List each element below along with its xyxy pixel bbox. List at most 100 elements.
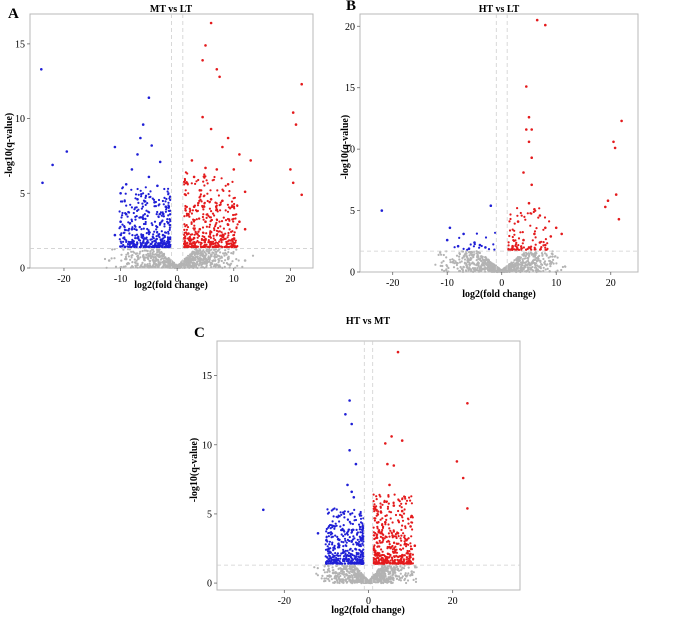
ns-point bbox=[321, 574, 324, 578]
ns-point bbox=[124, 255, 127, 259]
data-point bbox=[405, 538, 408, 542]
down-point bbox=[342, 551, 345, 554]
data-point bbox=[348, 449, 351, 452]
ns-point bbox=[536, 256, 540, 259]
up-point bbox=[407, 522, 410, 525]
up-point bbox=[400, 528, 403, 532]
data-point bbox=[291, 181, 295, 185]
up-point bbox=[548, 220, 551, 223]
ns-point bbox=[542, 266, 545, 269]
down-point bbox=[336, 552, 339, 555]
data-point bbox=[530, 183, 533, 187]
data-point bbox=[139, 136, 142, 140]
up-point bbox=[203, 241, 206, 244]
up-point bbox=[378, 529, 381, 532]
data-point bbox=[198, 227, 202, 231]
down-point bbox=[338, 538, 341, 541]
ns-point bbox=[139, 256, 142, 259]
down-point bbox=[159, 212, 162, 216]
up-point bbox=[384, 535, 387, 538]
up-point bbox=[373, 544, 376, 547]
up-point bbox=[195, 180, 198, 183]
y-tick-label: 5 bbox=[207, 509, 212, 520]
up-point bbox=[199, 195, 202, 198]
up-point bbox=[193, 233, 196, 236]
panel-letter: B bbox=[346, 0, 356, 14]
ns-point bbox=[218, 255, 221, 258]
up-point bbox=[373, 534, 376, 537]
up-point bbox=[227, 231, 230, 235]
up-point bbox=[190, 221, 193, 224]
down-point bbox=[350, 560, 353, 563]
down-point bbox=[356, 532, 359, 535]
down-point bbox=[331, 526, 334, 529]
data-point bbox=[473, 241, 476, 244]
ns-point bbox=[127, 262, 131, 265]
down-point bbox=[140, 228, 143, 231]
ns-point bbox=[397, 575, 401, 578]
ns-point bbox=[342, 567, 346, 571]
down-point bbox=[347, 528, 350, 531]
up-point bbox=[517, 237, 521, 240]
up-point bbox=[221, 188, 224, 191]
data-point bbox=[384, 520, 387, 524]
ns-point bbox=[378, 572, 382, 575]
data-point bbox=[448, 226, 452, 230]
ns-point bbox=[520, 263, 524, 266]
ns-point bbox=[346, 565, 349, 568]
data-point bbox=[554, 226, 558, 230]
ns-point bbox=[136, 258, 139, 261]
up-point bbox=[411, 521, 414, 524]
ns-point bbox=[150, 248, 154, 251]
ns-point bbox=[357, 578, 360, 582]
data-point bbox=[291, 111, 295, 114]
up-point bbox=[400, 514, 403, 517]
ns-point bbox=[156, 251, 159, 254]
down-point bbox=[325, 562, 328, 565]
down-point bbox=[144, 196, 147, 199]
down-point bbox=[167, 232, 170, 235]
ns-point bbox=[327, 569, 330, 572]
ns-point bbox=[398, 578, 401, 582]
up-point bbox=[385, 500, 388, 503]
up-point bbox=[401, 562, 405, 565]
data-point bbox=[400, 555, 404, 559]
ns-point bbox=[220, 259, 223, 263]
down-point bbox=[347, 551, 350, 555]
ns-point bbox=[467, 251, 471, 254]
ns-point bbox=[486, 267, 489, 270]
up-point bbox=[212, 234, 215, 237]
down-point bbox=[343, 530, 346, 533]
down-point bbox=[337, 554, 340, 558]
ns-point bbox=[456, 267, 459, 270]
down-point bbox=[161, 246, 164, 249]
data-point bbox=[396, 350, 400, 354]
down-point bbox=[157, 245, 160, 248]
up-point bbox=[219, 238, 222, 241]
down-point bbox=[158, 233, 161, 236]
ns-point bbox=[230, 252, 233, 255]
up-point bbox=[214, 225, 217, 228]
ns-point bbox=[534, 264, 537, 267]
down-point bbox=[359, 553, 363, 556]
ns-point bbox=[373, 573, 376, 576]
ns-point bbox=[461, 270, 465, 273]
down-point bbox=[344, 544, 347, 547]
ns-point bbox=[338, 578, 341, 581]
up-point bbox=[382, 538, 385, 542]
ns-point bbox=[491, 262, 494, 265]
ns-point bbox=[465, 264, 468, 267]
down-point bbox=[142, 233, 145, 237]
ns-point bbox=[219, 265, 222, 268]
up-point bbox=[398, 559, 401, 562]
down-point bbox=[155, 235, 158, 238]
up-point bbox=[408, 562, 411, 565]
up-point bbox=[403, 543, 406, 546]
up-point bbox=[213, 245, 216, 248]
up-point bbox=[182, 233, 186, 236]
ns-point bbox=[213, 248, 216, 251]
x-tick-label: 20 bbox=[606, 278, 616, 289]
ns-point bbox=[554, 255, 557, 258]
ns-point bbox=[333, 577, 336, 580]
ns-point bbox=[521, 258, 524, 261]
